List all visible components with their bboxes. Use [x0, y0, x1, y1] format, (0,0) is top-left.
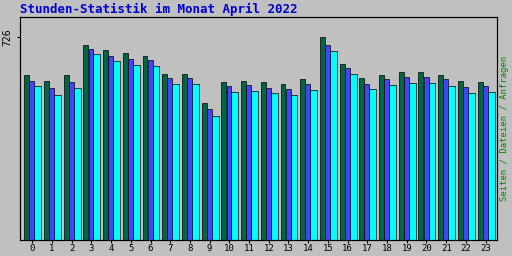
Bar	[204, 116, 219, 240]
Bar	[243, 91, 258, 240]
Bar	[182, 74, 187, 240]
Bar	[478, 82, 483, 240]
Bar	[224, 92, 238, 240]
Y-axis label: Seiten / Dateien / Anfragen: Seiten / Dateien / Anfragen	[500, 56, 509, 201]
Bar	[379, 75, 384, 240]
Bar	[145, 66, 159, 240]
Bar	[246, 85, 251, 240]
Bar	[361, 89, 376, 240]
Bar	[108, 56, 113, 240]
Bar	[83, 45, 89, 240]
Bar	[401, 83, 416, 240]
Bar	[460, 93, 475, 240]
Bar	[322, 51, 337, 240]
Bar	[103, 50, 108, 240]
Bar	[263, 93, 278, 240]
Bar	[286, 89, 291, 240]
Bar	[399, 72, 404, 240]
Bar	[164, 84, 179, 240]
Bar	[443, 79, 449, 240]
Bar	[86, 54, 100, 240]
Bar	[241, 81, 246, 240]
Bar	[184, 84, 199, 240]
Bar	[89, 49, 94, 240]
Bar	[63, 75, 69, 240]
Bar	[105, 61, 120, 240]
Bar	[69, 82, 74, 240]
Bar	[300, 79, 305, 240]
Bar	[207, 109, 212, 240]
Bar	[24, 75, 29, 240]
Bar	[303, 90, 317, 240]
Bar	[418, 72, 423, 240]
Bar	[384, 79, 389, 240]
Bar	[365, 84, 370, 240]
Bar	[359, 78, 365, 240]
Bar	[27, 87, 41, 240]
Bar	[221, 82, 226, 240]
Bar	[49, 88, 54, 240]
Bar	[345, 68, 350, 240]
Bar	[421, 83, 435, 240]
Bar	[283, 95, 297, 240]
Bar	[458, 81, 463, 240]
Bar	[46, 95, 61, 240]
Bar	[381, 85, 396, 240]
Bar	[339, 64, 345, 240]
Bar	[404, 77, 409, 240]
Bar	[202, 103, 207, 240]
Bar	[261, 82, 266, 240]
Bar	[187, 78, 192, 240]
Bar	[305, 84, 310, 240]
Bar	[423, 77, 429, 240]
Bar	[162, 74, 167, 240]
Bar	[463, 87, 468, 240]
Bar	[440, 86, 455, 240]
Bar	[266, 88, 271, 240]
Text: Stunden-Statistik im Monat April 2022: Stunden-Statistik im Monat April 2022	[20, 3, 298, 16]
Bar	[438, 75, 443, 240]
Bar	[342, 74, 356, 240]
Bar	[125, 65, 140, 240]
Bar	[281, 84, 286, 240]
Bar	[483, 87, 488, 240]
Bar	[123, 53, 128, 240]
Bar	[29, 81, 34, 240]
Bar	[44, 81, 49, 240]
Bar	[325, 45, 330, 240]
Bar	[147, 60, 153, 240]
Bar	[167, 78, 173, 240]
Bar	[320, 37, 325, 240]
Bar	[142, 56, 147, 240]
Bar	[128, 59, 133, 240]
Bar	[226, 87, 231, 240]
Bar	[66, 88, 80, 240]
Bar	[480, 92, 495, 240]
